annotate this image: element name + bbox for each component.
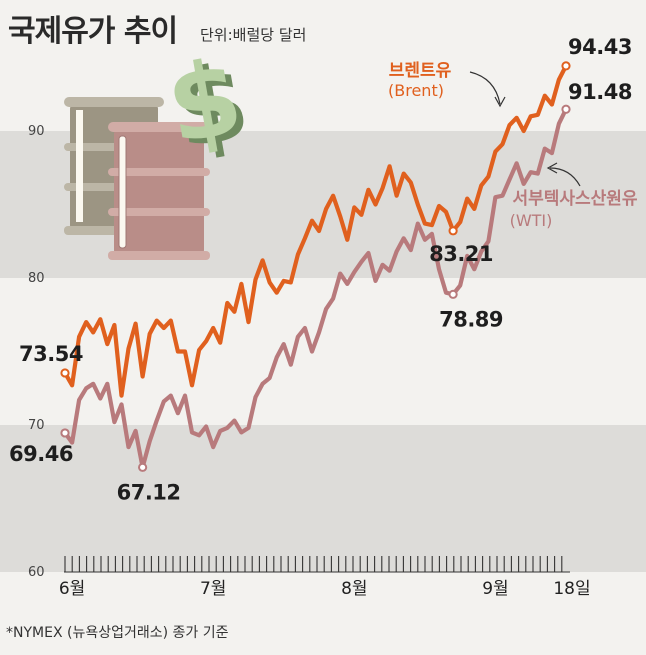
y-tick-label: 70 bbox=[28, 418, 45, 433]
legend-wti-arrow bbox=[549, 167, 581, 187]
legend-brent-name: 브렌트유 bbox=[389, 61, 452, 81]
data-point-marker bbox=[448, 289, 458, 299]
y-tick-label: 60 bbox=[28, 565, 45, 580]
shaded-band-0 bbox=[0, 425, 646, 572]
legend-brent: 브렌트유 (Brent) bbox=[388, 61, 506, 108]
x-tick-label: 7월 bbox=[200, 579, 226, 599]
x-tick-label: 6월 bbox=[59, 579, 85, 599]
legend-brent-arrowhead bbox=[494, 96, 506, 108]
legend-wti: 서부텍사스산원유 (WTI) bbox=[510, 162, 638, 230]
x-tick-label: 18일 bbox=[553, 579, 590, 599]
y-tick-label: 90 bbox=[28, 124, 45, 139]
series-line-1 bbox=[62, 107, 569, 470]
data-point-marker bbox=[60, 368, 70, 378]
data-value-label: 78.89 bbox=[439, 307, 503, 331]
legend-wti-sub: (WTI) bbox=[510, 211, 553, 230]
data-value-label: 94.43 bbox=[568, 35, 632, 59]
data-value-label: 83.21 bbox=[429, 242, 493, 266]
y-tick-label: 80 bbox=[28, 271, 45, 286]
legend-brent-arrow bbox=[469, 71, 501, 105]
dollar-icon: $ $ bbox=[158, 35, 257, 173]
data-point-marker bbox=[60, 428, 70, 438]
data-point-marker bbox=[448, 226, 458, 236]
series-line-0 bbox=[62, 63, 569, 398]
data-value-label: 73.54 bbox=[19, 342, 83, 366]
oil-barrel-illustration bbox=[64, 97, 210, 260]
legend-wti-arrowhead bbox=[546, 162, 558, 174]
data-value-label: 91.48 bbox=[568, 80, 632, 104]
data-point-marker bbox=[561, 104, 571, 114]
chart-title: 국제유가 추이 bbox=[8, 14, 178, 49]
data-value-label: 69.46 bbox=[9, 442, 73, 466]
unit-label: 단위:배럴당 달러 bbox=[200, 26, 307, 44]
footnote: *NYMEX (뉴욕상업거래소) 종가 기준 bbox=[6, 625, 229, 641]
data-value-label: 67.12 bbox=[117, 480, 181, 504]
x-tick-label: 8월 bbox=[341, 579, 367, 599]
x-tick-label: 9월 bbox=[482, 579, 508, 599]
legend-brent-sub: (Brent) bbox=[388, 81, 444, 100]
data-point-marker bbox=[561, 61, 571, 71]
legend-wti-name: 서부텍사스산원유 bbox=[512, 189, 637, 209]
data-point-marker bbox=[138, 462, 148, 472]
